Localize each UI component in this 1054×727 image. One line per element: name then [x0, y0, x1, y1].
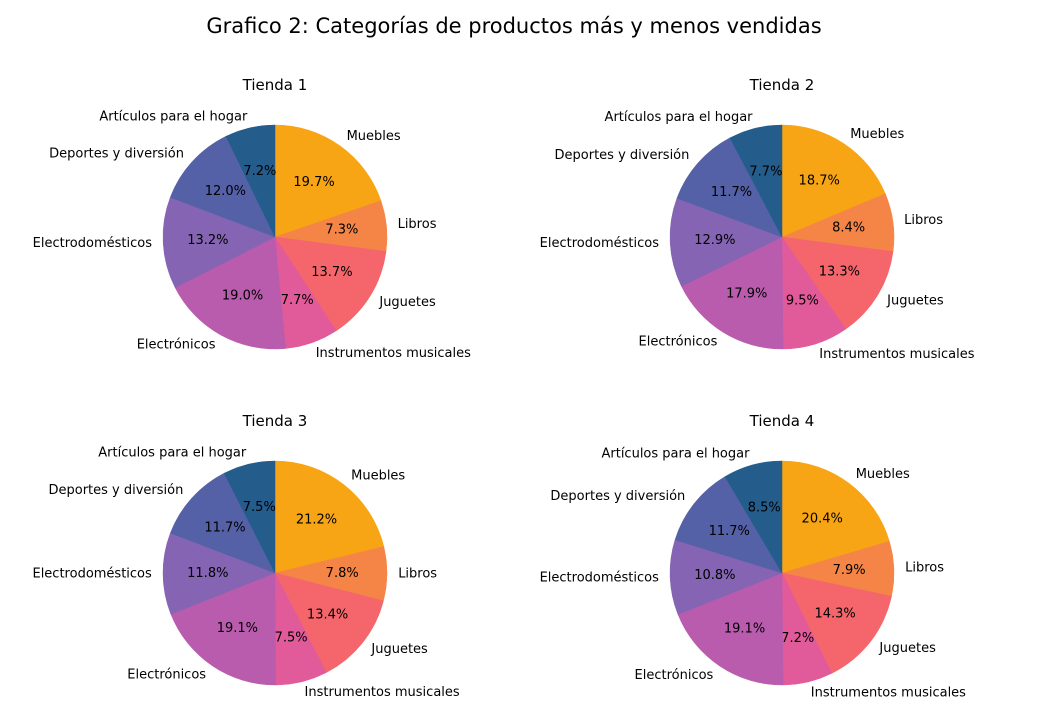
slice-percent-label: 7.5%	[243, 500, 276, 515]
slice-category-label: Instrumentos musicales	[819, 347, 974, 362]
pie-slice-muebles	[274, 124, 382, 238]
slice-category-label: Juguetes	[370, 642, 428, 657]
slice-percent-label: 7.7%	[281, 293, 314, 308]
slice-category-label: Artículos para el hogar	[99, 109, 248, 124]
slice-category-label: Electrodomésticos	[33, 236, 153, 251]
slice-category-label: Electrónicos	[635, 668, 714, 683]
slice-category-label: Deportes y diversión	[550, 489, 685, 504]
slice-category-label: Electrodomésticos	[540, 570, 660, 585]
pie-title: Tienda 1	[242, 76, 308, 94]
slice-percent-label: 21.2%	[296, 513, 337, 528]
slice-percent-label: 12.0%	[205, 184, 246, 199]
chart-title: Grafico 2: Categorías de productos más y…	[206, 14, 822, 38]
pie-slice-juguetes	[781, 236, 894, 330]
slice-percent-label: 13.3%	[819, 264, 860, 279]
slice-category-label: Deportes y diversión	[48, 483, 183, 498]
slice-percent-label: 18.7%	[799, 174, 840, 189]
slice-category-label: Artículos para el hogar	[98, 446, 247, 461]
slice-percent-label: 7.3%	[325, 223, 358, 238]
slice-category-label: Deportes y diversión	[49, 146, 184, 161]
pie-chart-4: Tienda 4 20.4% Muebles 7.9% Libros 14.3% Jugue…	[540, 412, 967, 700]
slice-percent-label: 13.7%	[311, 265, 352, 280]
pie-slice-electrodomesticos	[162, 532, 276, 615]
pie-slice-articulos-para-el-hogar	[724, 460, 783, 574]
slice-percent-label: 19.7%	[293, 175, 334, 190]
slice-percent-label: 14.3%	[814, 607, 855, 622]
pie-slice-muebles	[781, 460, 890, 574]
pie-slice-deportes-y-diversion	[676, 137, 783, 238]
slice-category-label: Juguetes	[378, 295, 436, 310]
slice-percent-label: 10.8%	[694, 568, 735, 583]
slice-percent-label: 7.5%	[275, 631, 308, 646]
slice-percent-label: 19.1%	[724, 621, 765, 636]
slice-category-label: Libros	[905, 561, 944, 576]
slice-percent-label: 8.5%	[748, 501, 781, 516]
slice-percent-label: 7.2%	[781, 631, 814, 646]
slice-percent-label: 11.7%	[709, 524, 750, 539]
pie-slice-electrodomesticos	[669, 539, 783, 615]
slice-percent-label: 11.7%	[711, 185, 752, 200]
pie-slice-juguetes	[781, 572, 892, 674]
slice-category-label: Instrumentos musicales	[305, 685, 460, 700]
slice-percent-label: 7.2%	[243, 164, 276, 179]
slice-category-label: Electrodomésticos	[32, 566, 152, 581]
slice-category-label: Muebles	[850, 127, 904, 142]
pie-slice-articulos-para-el-hogar	[223, 460, 276, 574]
slice-category-label: Juguetes	[878, 641, 936, 656]
pie-slice-juguetes	[274, 236, 387, 332]
pie-slice-electronicos	[677, 572, 784, 686]
pie-title: Tienda 3	[242, 412, 308, 430]
pie-slice-muebles	[781, 124, 886, 238]
slice-category-label: Electrónicos	[127, 668, 206, 683]
slice-percent-label: 11.8%	[187, 566, 228, 581]
slice-category-label: Electrónicos	[639, 334, 718, 349]
pie-slice-electronicos	[681, 236, 784, 350]
pie-slice-articulos-para-el-hogar	[225, 124, 276, 238]
slice-category-label: Instrumentos musicales	[316, 346, 471, 361]
slice-category-label: Electrónicos	[137, 337, 216, 352]
pie-slice-deportes-y-diversion	[674, 476, 783, 574]
slice-percent-label: 11.7%	[204, 521, 245, 536]
pie-slice-juguetes	[274, 572, 384, 673]
slice-percent-label: 7.8%	[326, 566, 359, 581]
pie-slice-deportes-y-diversion	[170, 472, 276, 574]
slice-category-label: Deportes y diversión	[555, 148, 690, 163]
slice-category-label: Artículos para el hogar	[605, 110, 754, 125]
pie-slice-muebles	[274, 460, 385, 574]
slice-category-label: Juguetes	[886, 294, 944, 309]
slice-category-label: Instrumentos musicales	[811, 685, 966, 700]
pie-slice-articulos-para-el-hogar	[729, 124, 783, 238]
slice-percent-label: 7.9%	[833, 563, 866, 578]
slice-percent-label: 13.4%	[307, 607, 348, 622]
pie-chart-3: Tienda 3 21.2% Muebles 7.8% Libros 13.4% Jugue…	[32, 412, 459, 700]
slice-percent-label: 20.4%	[802, 512, 843, 527]
slice-percent-label: 9.5%	[786, 294, 819, 309]
slice-percent-label: 12.9%	[694, 233, 735, 248]
slice-percent-label: 19.0%	[222, 288, 263, 303]
slice-category-label: Libros	[904, 213, 943, 228]
slice-category-label: Muebles	[351, 469, 405, 484]
slice-percent-label: 8.4%	[832, 221, 865, 236]
slice-category-label: Muebles	[347, 129, 401, 144]
pie-title: Tienda 2	[749, 76, 815, 94]
slice-percent-label: 17.9%	[726, 287, 767, 302]
slice-category-label: Libros	[398, 217, 437, 232]
pie-chart-2: Tienda 2 18.7% Muebles 8.4% Libros 13.3% Jugue…	[540, 76, 975, 362]
pie-slice-electronicos	[170, 572, 276, 686]
pie-slice-electrodomesticos	[669, 197, 783, 287]
slice-percent-label: 19.1%	[217, 621, 258, 636]
slice-percent-label: 13.2%	[187, 233, 228, 248]
pie-title: Tienda 4	[749, 412, 815, 430]
slice-category-label: Libros	[398, 566, 437, 581]
slice-percent-label: 7.7%	[749, 164, 782, 179]
slice-category-label: Muebles	[856, 467, 910, 482]
pie-slice-electronicos	[174, 236, 286, 350]
slice-category-label: Electrodomésticos	[540, 236, 660, 251]
pie-slice-electrodomesticos	[162, 197, 276, 288]
pie-chart-1: Tienda 1 19.7% Muebles 7.3% Libros 13.7% Jugue…	[33, 76, 471, 361]
slice-category-label: Artículos para el hogar	[601, 447, 750, 462]
pie-slice-deportes-y-diversion	[169, 135, 276, 238]
